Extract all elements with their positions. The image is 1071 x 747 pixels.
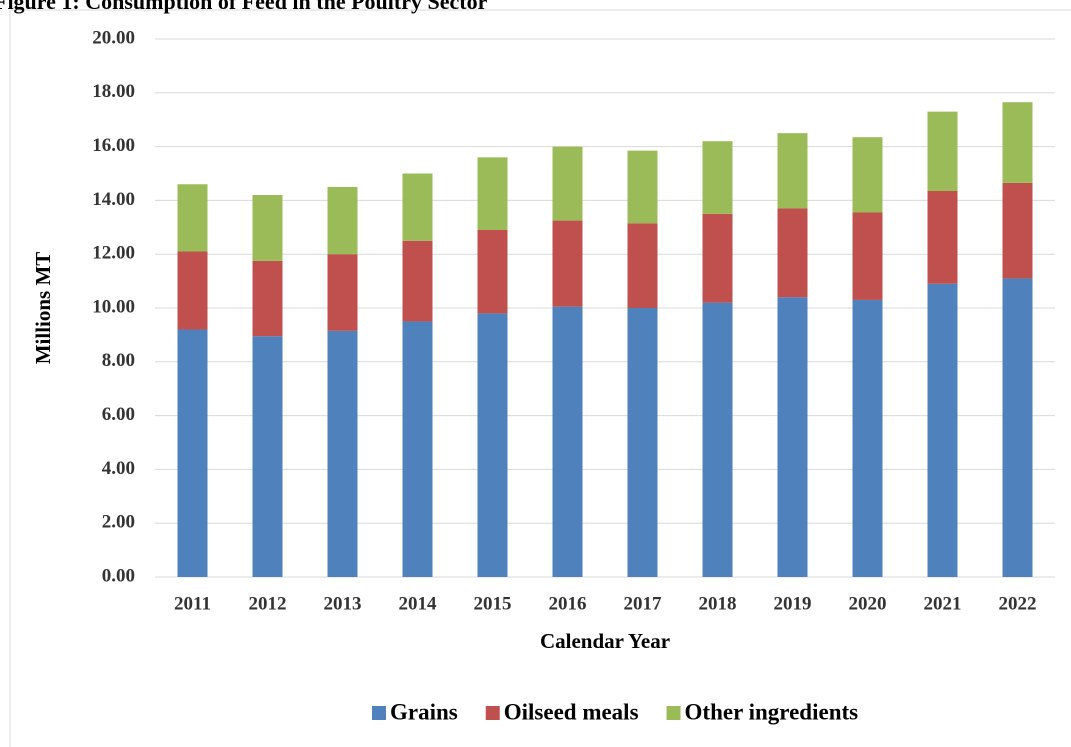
x-tick-label: 2012	[249, 593, 287, 614]
y-tick-label: 16.00	[92, 135, 135, 156]
bar-segment	[252, 336, 283, 577]
bar-segment	[777, 208, 808, 298]
x-tick-label: 2013	[324, 593, 362, 614]
bar-segment	[252, 195, 283, 261]
x-tick-label: 2015	[474, 593, 512, 614]
bar-segment	[777, 133, 808, 209]
x-tick-label: 2014	[399, 593, 438, 614]
y-tick-label: 14.00	[92, 189, 135, 210]
bar-segment	[402, 321, 433, 577]
y-tick-label: 0.00	[102, 565, 135, 586]
legend-label: Oilseed meals	[504, 699, 639, 724]
bar-segment	[327, 254, 358, 331]
bar-segment	[177, 329, 208, 577]
y-tick-label: 10.00	[92, 296, 135, 317]
x-axis-title: Calendar Year	[540, 629, 670, 653]
bar-segment	[777, 297, 808, 577]
chart-frame	[9, 9, 1071, 747]
y-tick-label: 20.00	[92, 27, 135, 48]
x-tick-label: 2017	[624, 593, 663, 614]
y-tick-label: 6.00	[102, 404, 135, 425]
legend-swatch	[372, 706, 386, 720]
bar-segment	[627, 150, 658, 224]
bar-segment	[477, 313, 508, 577]
bar-segment	[702, 213, 733, 303]
bar-segment	[702, 141, 733, 214]
bar-segment	[852, 137, 883, 213]
x-tick-label: 2021	[924, 593, 962, 614]
legend-label: Grains	[390, 699, 458, 724]
bar-segment	[1002, 278, 1033, 577]
bar-segment	[1002, 182, 1033, 279]
chart-title: Figure 1: Consumption of Feed in the Pou…	[0, 0, 488, 14]
y-tick-label: 8.00	[102, 350, 135, 371]
bar-segment	[252, 260, 283, 337]
bar-segment	[177, 184, 208, 252]
bar-segment	[552, 220, 583, 307]
bar-segment	[627, 308, 658, 577]
bar-segment	[552, 146, 583, 221]
bar-segment	[327, 330, 358, 577]
bar-segment	[927, 283, 958, 577]
y-axis-title: Millions MT	[31, 252, 55, 365]
x-tick-label: 2016	[549, 593, 587, 614]
bar-segment	[177, 251, 208, 330]
x-tick-label: 2018	[699, 593, 737, 614]
y-tick-label: 4.00	[102, 458, 135, 479]
bar-segment	[402, 240, 433, 322]
bar-segment	[1002, 102, 1033, 183]
bar-segment	[552, 306, 583, 577]
bar-segment	[477, 229, 508, 314]
bar-segment	[927, 111, 958, 191]
x-tick-label: 2019	[774, 593, 812, 614]
bar-segment	[402, 173, 433, 241]
legend-label: Other ingredients	[685, 699, 859, 724]
bar-segment	[327, 186, 358, 255]
y-tick-label: 2.00	[102, 512, 135, 533]
bar-segment	[477, 157, 508, 230]
legend-swatch	[485, 706, 500, 720]
bar-segment	[852, 212, 883, 300]
bar-segment	[852, 299, 883, 577]
x-tick-label: 2022	[999, 593, 1037, 614]
bar-segment	[927, 190, 958, 284]
x-tick-label: 2011	[174, 593, 211, 614]
bar-segment	[627, 223, 658, 308]
legend-swatch	[666, 706, 681, 720]
x-tick-label: 2020	[849, 593, 887, 614]
bar-segment	[702, 302, 733, 577]
y-tick-label: 12.00	[92, 243, 135, 264]
y-tick-label: 18.00	[92, 81, 135, 102]
